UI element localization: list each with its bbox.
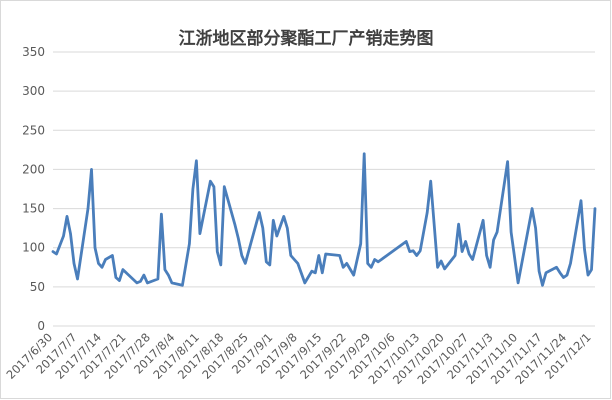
y-axis-ticks: 0 50 100 150 200 250 300 350 <box>22 45 45 333</box>
y-tick-label: 200 <box>22 162 45 176</box>
y-tick-label: 150 <box>22 202 45 216</box>
y-tick-label: 300 <box>22 84 45 98</box>
y-tick-label: 50 <box>30 280 45 294</box>
series-line <box>51 152 597 287</box>
x-axis-ticks: 2017/6/302017/7/72017/7/142017/7/212017/… <box>4 330 594 387</box>
y-tick-label: 250 <box>22 123 45 137</box>
series-layer <box>51 152 597 287</box>
y-tick-label: 100 <box>22 241 45 255</box>
y-tick-label: 350 <box>22 45 45 59</box>
gridlines <box>53 51 595 327</box>
chart-title: 江浙地区部分聚酯工厂产销走势图 <box>179 28 434 49</box>
y-tick-label: 0 <box>37 319 45 333</box>
